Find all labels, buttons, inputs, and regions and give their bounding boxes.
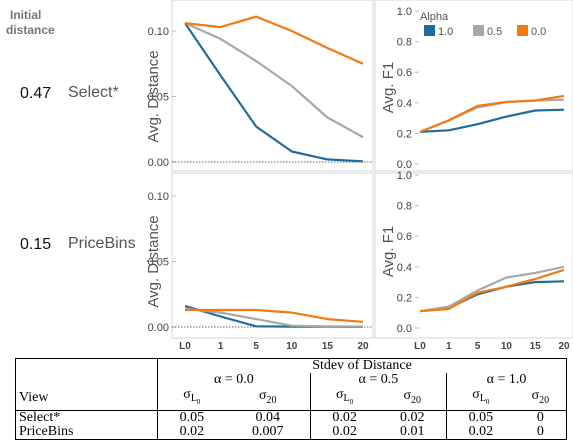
y-tick-label: 0.8 <box>397 201 412 213</box>
table-cell: 0.007 <box>251 423 284 439</box>
x-tick-label: 20 <box>357 341 369 352</box>
legend-title: Alpha <box>420 11 449 23</box>
x-tick-label: 20 <box>558 341 570 352</box>
table-cell: 0.01 <box>399 423 425 439</box>
series-line-alpha-1-0 <box>184 22 364 163</box>
sigma-20-header: σ20 <box>531 388 550 406</box>
series-line-alpha-0-0 <box>184 15 364 65</box>
table-cell: 0.02 <box>157 425 226 440</box>
table-cell: 0.05 <box>157 409 226 425</box>
legend-label: 0.0 <box>531 26 546 38</box>
x-tick-label: 15 <box>322 341 334 352</box>
legend-swatch <box>517 25 528 36</box>
select_f1-panel: 0.0 0.2 0.4 0.6 0.8 1.0 Avg. F1 Alpha 1.0 0.5 0.0 <box>374 0 573 172</box>
table-row: Select* 0.05 0.04 0.02 0.02 0.05 0 <box>15 409 567 425</box>
panel-frame <box>374 0 573 172</box>
y-tick-label: 1.0 <box>397 6 412 18</box>
row-view-label: Select* <box>68 84 119 101</box>
y-tick-label: 0.00 <box>148 157 169 169</box>
alpha-header-1: α = 0.5 <box>309 372 447 387</box>
table-title: Stdev of Distance <box>157 358 567 373</box>
panel-frame <box>171 172 374 339</box>
y-tick-label: 0.2 <box>397 128 412 140</box>
row-distance-value: 0.15 <box>20 236 51 253</box>
series-line-alpha-0-5 <box>184 22 364 139</box>
x-tick-label: 10 <box>501 341 513 352</box>
legend-swatch <box>424 25 435 36</box>
sigma-20-header: σ20 <box>403 388 421 406</box>
x-tick-label: 5 <box>475 341 481 352</box>
y-tick-label: 0.2 <box>397 292 412 304</box>
table-cell: 0 <box>514 409 567 425</box>
table-cell: 0.02 <box>446 425 515 440</box>
y-tick-label: 1.0 <box>397 170 412 182</box>
row-view-label: PriceBins <box>68 235 136 252</box>
series-line-alpha-0-5 <box>419 265 565 313</box>
sigma-l0-header: σL0 <box>446 386 515 411</box>
x-tick-label: 15 <box>530 341 542 352</box>
y-tick-label: 0.0 <box>397 159 412 171</box>
x-tick-label: L0 <box>179 341 191 352</box>
header-initial: Initial <box>10 8 41 22</box>
sigma-l0-header: σL0 <box>157 386 226 411</box>
table-blank-cell <box>16 359 158 374</box>
legend-label: 0.5 <box>487 26 502 38</box>
y-tick-label: 0.6 <box>397 231 412 243</box>
table-cell: 0.05 <box>446 409 515 425</box>
stdev-table: Stdev of Distance α = 0.0 α = 0.5 α = 1.… <box>15 358 567 440</box>
legend-label: 1.0 <box>438 26 453 38</box>
x-tick-label: 5 <box>253 341 259 352</box>
row-distance-value: 0.47 <box>20 85 51 102</box>
y-axis-label: Avg. Distance <box>145 215 162 307</box>
row-view: Select* <box>15 409 158 425</box>
y-tick-label: 0.10 <box>148 191 169 203</box>
series-line-alpha-0-0 <box>185 308 364 323</box>
view-header: View <box>19 390 49 406</box>
panel-frame <box>171 0 374 172</box>
sigma-20-header: σ20 <box>258 388 277 406</box>
select_distance-panel: 0.00 0.05 0.10 Avg. Distance <box>145 0 374 172</box>
y-tick-label: 0.4 <box>397 262 412 274</box>
x-tick-label: L0 <box>414 341 426 352</box>
sigma-l0-header: σL0 <box>309 386 379 411</box>
x-tick-label: 1 <box>218 341 224 352</box>
table-cell: 0.02 <box>309 409 379 425</box>
table-cell: 0.02 <box>378 409 447 425</box>
y-tick-label: 0.05 <box>148 257 169 269</box>
alpha-header-2: α = 1.0 <box>446 372 567 387</box>
y-tick-label: 0.8 <box>397 37 412 49</box>
y-axis-label: Avg. Distance <box>145 50 162 142</box>
y-tick-label: 0.05 <box>148 92 169 104</box>
series-line-alpha-0-0 <box>419 268 565 313</box>
series-line-alpha-0-0 <box>419 94 565 133</box>
x-tick-label: 1 <box>446 341 452 352</box>
table-cell: 0.04 <box>225 409 311 425</box>
legend-swatch <box>473 25 484 36</box>
y-tick-label: 0.0 <box>397 323 412 335</box>
y-tick-label: 0.4 <box>397 98 412 110</box>
series-line-alpha-1-0 <box>419 108 565 133</box>
x-tick-label: 10 <box>286 341 298 352</box>
y-axis-label: Avg. F1 <box>380 226 397 277</box>
row-view: PriceBins <box>19 423 74 439</box>
header-distance: distance <box>6 23 55 37</box>
series-line-alpha-0-5 <box>184 307 364 328</box>
y-tick-label: 0.6 <box>397 67 412 79</box>
y-tick-label: 0.10 <box>148 26 169 38</box>
table-cell: 0 <box>536 423 544 439</box>
panel-frame <box>374 172 573 339</box>
table-blank-cell <box>16 373 158 387</box>
y-axis-label: Avg. F1 <box>380 62 397 113</box>
table-row: PriceBins 0.02 0.007 0.02 0.01 0.02 0 <box>16 425 567 440</box>
table-cell: 0.02 <box>309 425 379 440</box>
alpha-header-0: α = 0.0 <box>157 372 311 387</box>
y-tick-label: 0.00 <box>148 322 169 334</box>
